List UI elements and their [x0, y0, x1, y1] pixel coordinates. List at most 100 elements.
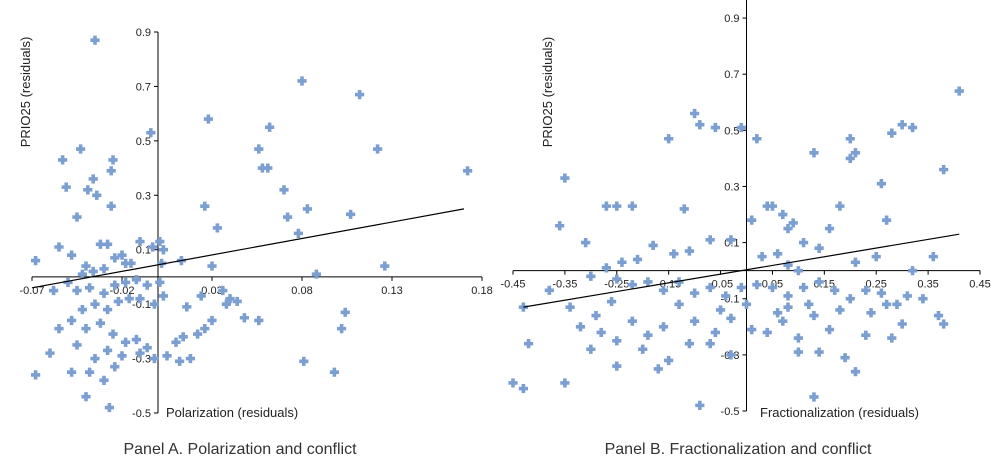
- panel-b-point-26: [887, 128, 897, 138]
- panel-b-point-87: [726, 313, 736, 323]
- panel-b-point-18: [788, 218, 798, 228]
- panel-a-point-75: [182, 302, 192, 312]
- panel-b-point-120: [902, 291, 912, 301]
- panel-a-point-92: [257, 163, 267, 173]
- panel-b-point-92: [809, 310, 819, 321]
- panel-a-point-4: [108, 155, 118, 165]
- panel-b-point-46: [669, 249, 679, 259]
- panel-b-point-34: [871, 252, 881, 262]
- panel-a-point-99: [302, 204, 312, 214]
- panel-a-point-98: [297, 76, 307, 86]
- panel-a-point-85: [193, 329, 203, 339]
- panel-a-point-53: [120, 337, 131, 347]
- panel-a-point-27: [88, 266, 98, 277]
- panel-b-point-15: [767, 201, 778, 211]
- panel-a-point-93: [265, 122, 275, 132]
- panel-b-point-6: [627, 201, 637, 211]
- panel-b-point-78: [565, 302, 575, 312]
- panel-a-point-106: [355, 89, 365, 100]
- panel-b-point-84: [674, 299, 684, 309]
- panel-b-point-114: [850, 367, 861, 377]
- panel-a-point-58: [117, 351, 127, 361]
- panel-b-point-85: [690, 316, 700, 326]
- panel-b-point-10: [695, 120, 705, 130]
- panel-a-x-tick-label: 0.18: [471, 285, 492, 297]
- panel-a-point-14: [67, 250, 77, 260]
- panel-b-point-68: [861, 285, 871, 295]
- panel-b-point-42: [747, 215, 757, 225]
- panel-b-point-59: [721, 291, 731, 301]
- panel-a-point-70: [203, 114, 214, 124]
- panel-a-point-42: [135, 294, 145, 304]
- panel-a-point-32: [72, 285, 82, 296]
- panel-a-point-23: [158, 245, 169, 255]
- panel-a-point-38: [142, 280, 152, 290]
- panel-b-point-38: [793, 266, 803, 276]
- panel-a-y-tick-label: -0.5: [132, 408, 151, 420]
- panel-a-point-20: [146, 128, 156, 138]
- panel-a-y-tick-label: -0.3: [132, 354, 151, 366]
- panel-b-point-40: [773, 249, 783, 259]
- panel-a-point-18: [126, 258, 136, 268]
- panel-a-point-9: [72, 212, 82, 222]
- panel-a-point-35: [110, 280, 120, 290]
- panel-a-point-37: [131, 275, 142, 285]
- panel-a-point-90: [175, 356, 185, 366]
- panel-b-point-56: [674, 277, 684, 287]
- panel-b-point-107: [508, 378, 518, 388]
- panel-b-point-51: [586, 271, 596, 281]
- panel-b-point-30: [954, 86, 964, 96]
- panel-a-point-34: [99, 288, 109, 298]
- panel-a-point-0: [90, 35, 100, 45]
- panel-b-point-1: [560, 173, 570, 183]
- panel-b-point-2: [555, 221, 565, 231]
- panel-a-point-48: [67, 315, 77, 326]
- panel-b-y-tick-label: -0.5: [721, 406, 740, 418]
- panel-b-point-116: [741, 299, 752, 309]
- panel-a-point-83: [207, 315, 217, 326]
- panel-a-point-50: [81, 324, 91, 334]
- panel-a-y-tick-label: 0.3: [136, 190, 151, 202]
- panel-b-point-95: [861, 330, 871, 340]
- panel-b-point-71: [882, 299, 892, 309]
- panel-b-point-5: [612, 201, 622, 211]
- panel-b-point-32: [907, 266, 918, 276]
- panel-a: -0.07 -0.02 0.03 0.08 0.13 0.180.90.70.50.30.…: [18, 27, 493, 458]
- panel-b-point-113: [809, 392, 819, 402]
- panel-b-point-47: [648, 240, 658, 251]
- panel-b-point-65: [814, 277, 824, 287]
- panel-a-point-82: [221, 299, 232, 309]
- panel-b-point-88: [747, 325, 757, 335]
- panel-b-point-124: [783, 302, 793, 312]
- panel-b-point-102: [684, 339, 695, 349]
- panel-b-point-41: [757, 252, 767, 262]
- panel-b-point-112: [695, 400, 705, 410]
- panel-b-point-16: [778, 209, 788, 220]
- panel-a-x-axis-label-suffix: (residuals): [238, 405, 299, 420]
- panel-b-point-25: [876, 179, 887, 189]
- panel-b-point-21: [835, 201, 845, 211]
- panel-b-point-4: [601, 201, 611, 211]
- panel-a-point-15: [81, 261, 91, 271]
- panel-b-point-118: [804, 299, 814, 309]
- panel-b-fit-line: [523, 233, 960, 308]
- panel-a-point-2: [76, 144, 86, 154]
- panel-b-point-86: [710, 327, 720, 338]
- panel-a-point-108: [380, 261, 390, 271]
- panel-a-point-49: [54, 324, 64, 334]
- panel-a-point-101: [299, 356, 309, 366]
- panel-a-point-17: [117, 250, 127, 260]
- panel-a-point-47: [77, 304, 87, 315]
- panel-a-y-tick-label: 0.9: [136, 27, 151, 39]
- panel-b-point-3: [581, 238, 591, 248]
- panel-b-point-19: [798, 238, 809, 248]
- panel-a-point-3: [88, 174, 98, 184]
- panel-a-point-54: [131, 334, 142, 345]
- panel-a-point-94: [263, 163, 273, 173]
- panel-b-x-axis-label-main: Fractionalization: [760, 405, 858, 420]
- panel-b-point-50: [601, 263, 611, 273]
- panel-b-point-90: [778, 316, 788, 326]
- panel-a-x-axis-label-main: Polarization: [166, 405, 238, 420]
- panel-b-point-36: [824, 223, 835, 234]
